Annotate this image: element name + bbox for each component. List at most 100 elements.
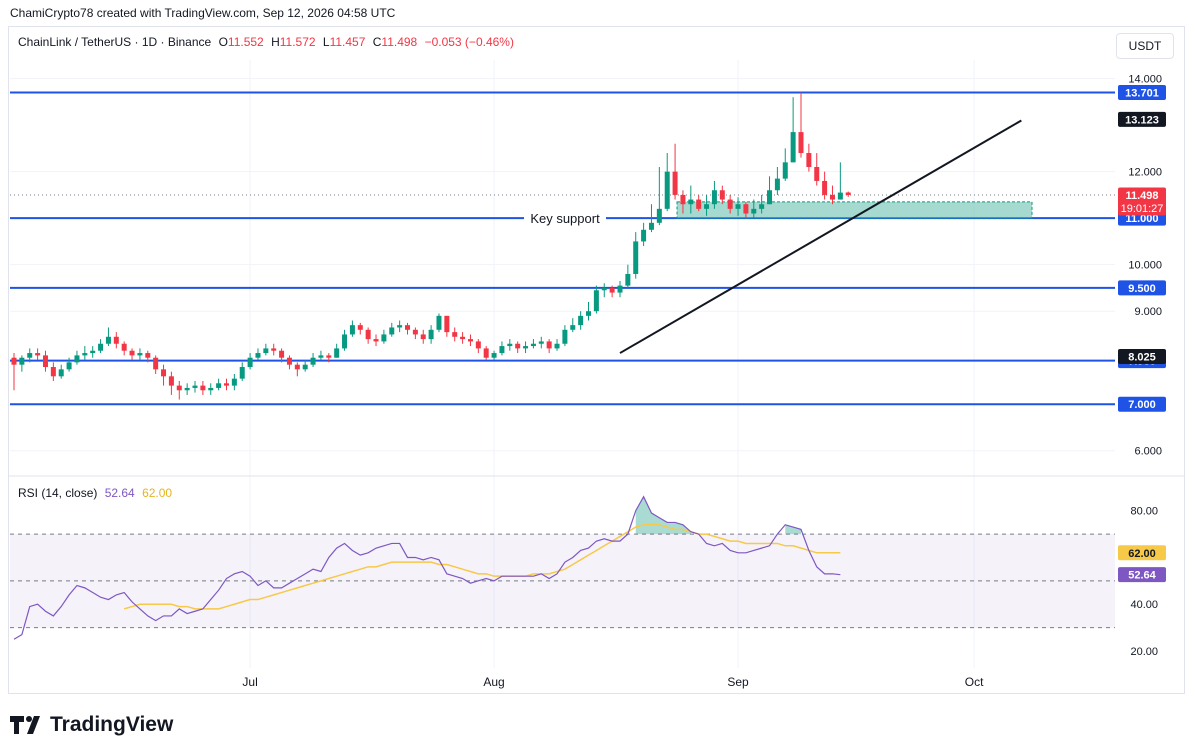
candle-body [444,315,450,333]
rsi-tick-label: 20.00 [1130,646,1158,658]
price-tick-label: 14.000 [1128,74,1162,86]
high-value: 11.572 [279,35,316,49]
level-price-tag-bg [1118,396,1166,412]
candle-body [318,355,324,358]
candle-body [200,385,206,391]
candle-body [507,343,513,347]
candle-body [35,353,41,356]
low-value: 11.457 [329,35,366,49]
candle-body [405,325,410,330]
symbol-title: ChainLink / TetherUS · 1D · Binance [18,35,212,49]
candle-body [239,367,245,379]
candle-body [711,190,717,205]
candle-body [208,387,214,391]
candle-body [145,353,151,358]
candle-body [696,199,702,209]
candle-body [822,180,828,195]
candle-body [420,334,426,340]
candle-body [523,346,529,349]
candle-body [845,192,851,195]
candle-body [223,383,229,386]
rsi-ma-value: 62.00 [142,486,173,500]
candle-body [735,204,741,209]
candle-body [231,378,237,386]
rsi-tick-label: 80.00 [1130,506,1158,518]
rsi-ma-line [123,524,841,610]
key-support-label: Key support [530,211,600,226]
candle-body [11,357,17,365]
currency-button[interactable]: USDT [1116,33,1174,59]
level-price-tag-bg [1118,85,1166,101]
candle-body [192,385,198,388]
candle-body [58,369,64,377]
candle-body [74,355,80,363]
candle-body [294,364,300,370]
candle-body [625,273,631,286]
candle-body [137,353,143,356]
rsi-overbought-fill [635,496,691,535]
candle-body [66,362,72,370]
rsi-value-tag-bg [1118,567,1166,583]
candle-body [767,190,773,205]
candle-body [302,364,308,370]
candle-body [688,199,694,205]
support-zone [676,201,1033,219]
trendline [619,119,1022,354]
candle-body [27,353,33,358]
candle-body [349,325,355,335]
low-label: L [322,35,330,49]
candle-body [648,222,654,230]
drawing-price-tag-bg [1118,111,1166,127]
candle-body [593,290,599,312]
chart-caption: ChamiCrypto78 created with TradingView.c… [10,6,396,20]
candle-body [381,334,387,342]
candle-body [365,329,371,340]
candle-body [570,325,576,330]
candle-body [515,343,521,349]
symbol-legend: ChainLink / TetherUS · 1D · Binance O 11.… [18,35,514,49]
rsi-ma-tag-bg [1118,545,1166,561]
rsi-ma-tag: 62.00 [1128,548,1156,560]
candle-body [633,241,639,274]
brand-name: TradingView [50,713,174,736]
candle-body [806,153,812,167]
candle-body [271,348,277,351]
candle-body [19,357,25,365]
drawing-price-tag: 8.025 [1128,352,1156,364]
candle-body [168,376,174,386]
candle-body [436,315,442,330]
chart-frame [8,26,1185,694]
tradingview-brand[interactable]: TradingView [10,713,173,737]
annotation-bg [524,209,606,228]
candle-body [105,336,111,344]
rsi-title: RSI (14, close) [18,486,98,500]
candle-body [664,171,670,209]
price-tick-label: 12.000 [1128,167,1162,179]
close-value: 11.498 [381,35,418,49]
candle-body [50,367,56,377]
close-label: C [372,35,382,49]
level-price-tag-bg [1118,280,1166,296]
change-value: −0.053 (−0.46%) [424,35,514,49]
candle-body [153,357,159,370]
candle-body [373,339,379,342]
candle-body [782,162,788,179]
candle-body [491,353,497,358]
price-chart[interactable]: Key support Jul Aug Sep Oct 6.000 9.000 10.000… [0,0,1195,700]
level-price-tag: 13.701 [1125,88,1159,100]
candle-body [475,341,481,349]
candle-body [113,336,119,344]
candle-body [428,329,434,340]
candle-body [790,132,796,163]
candle-body [641,229,647,242]
rsi-line [13,495,841,640]
price-tick-label: 6.000 [1134,446,1162,458]
level-price-tag: 9.500 [1128,283,1156,295]
candle-body [42,355,48,368]
x-tick-label: Aug [483,675,504,689]
open-label: O [218,35,228,49]
candle-body [247,357,253,368]
candle-body [609,287,615,293]
x-tick-label: Sep [727,675,749,689]
candle-body [562,329,568,344]
